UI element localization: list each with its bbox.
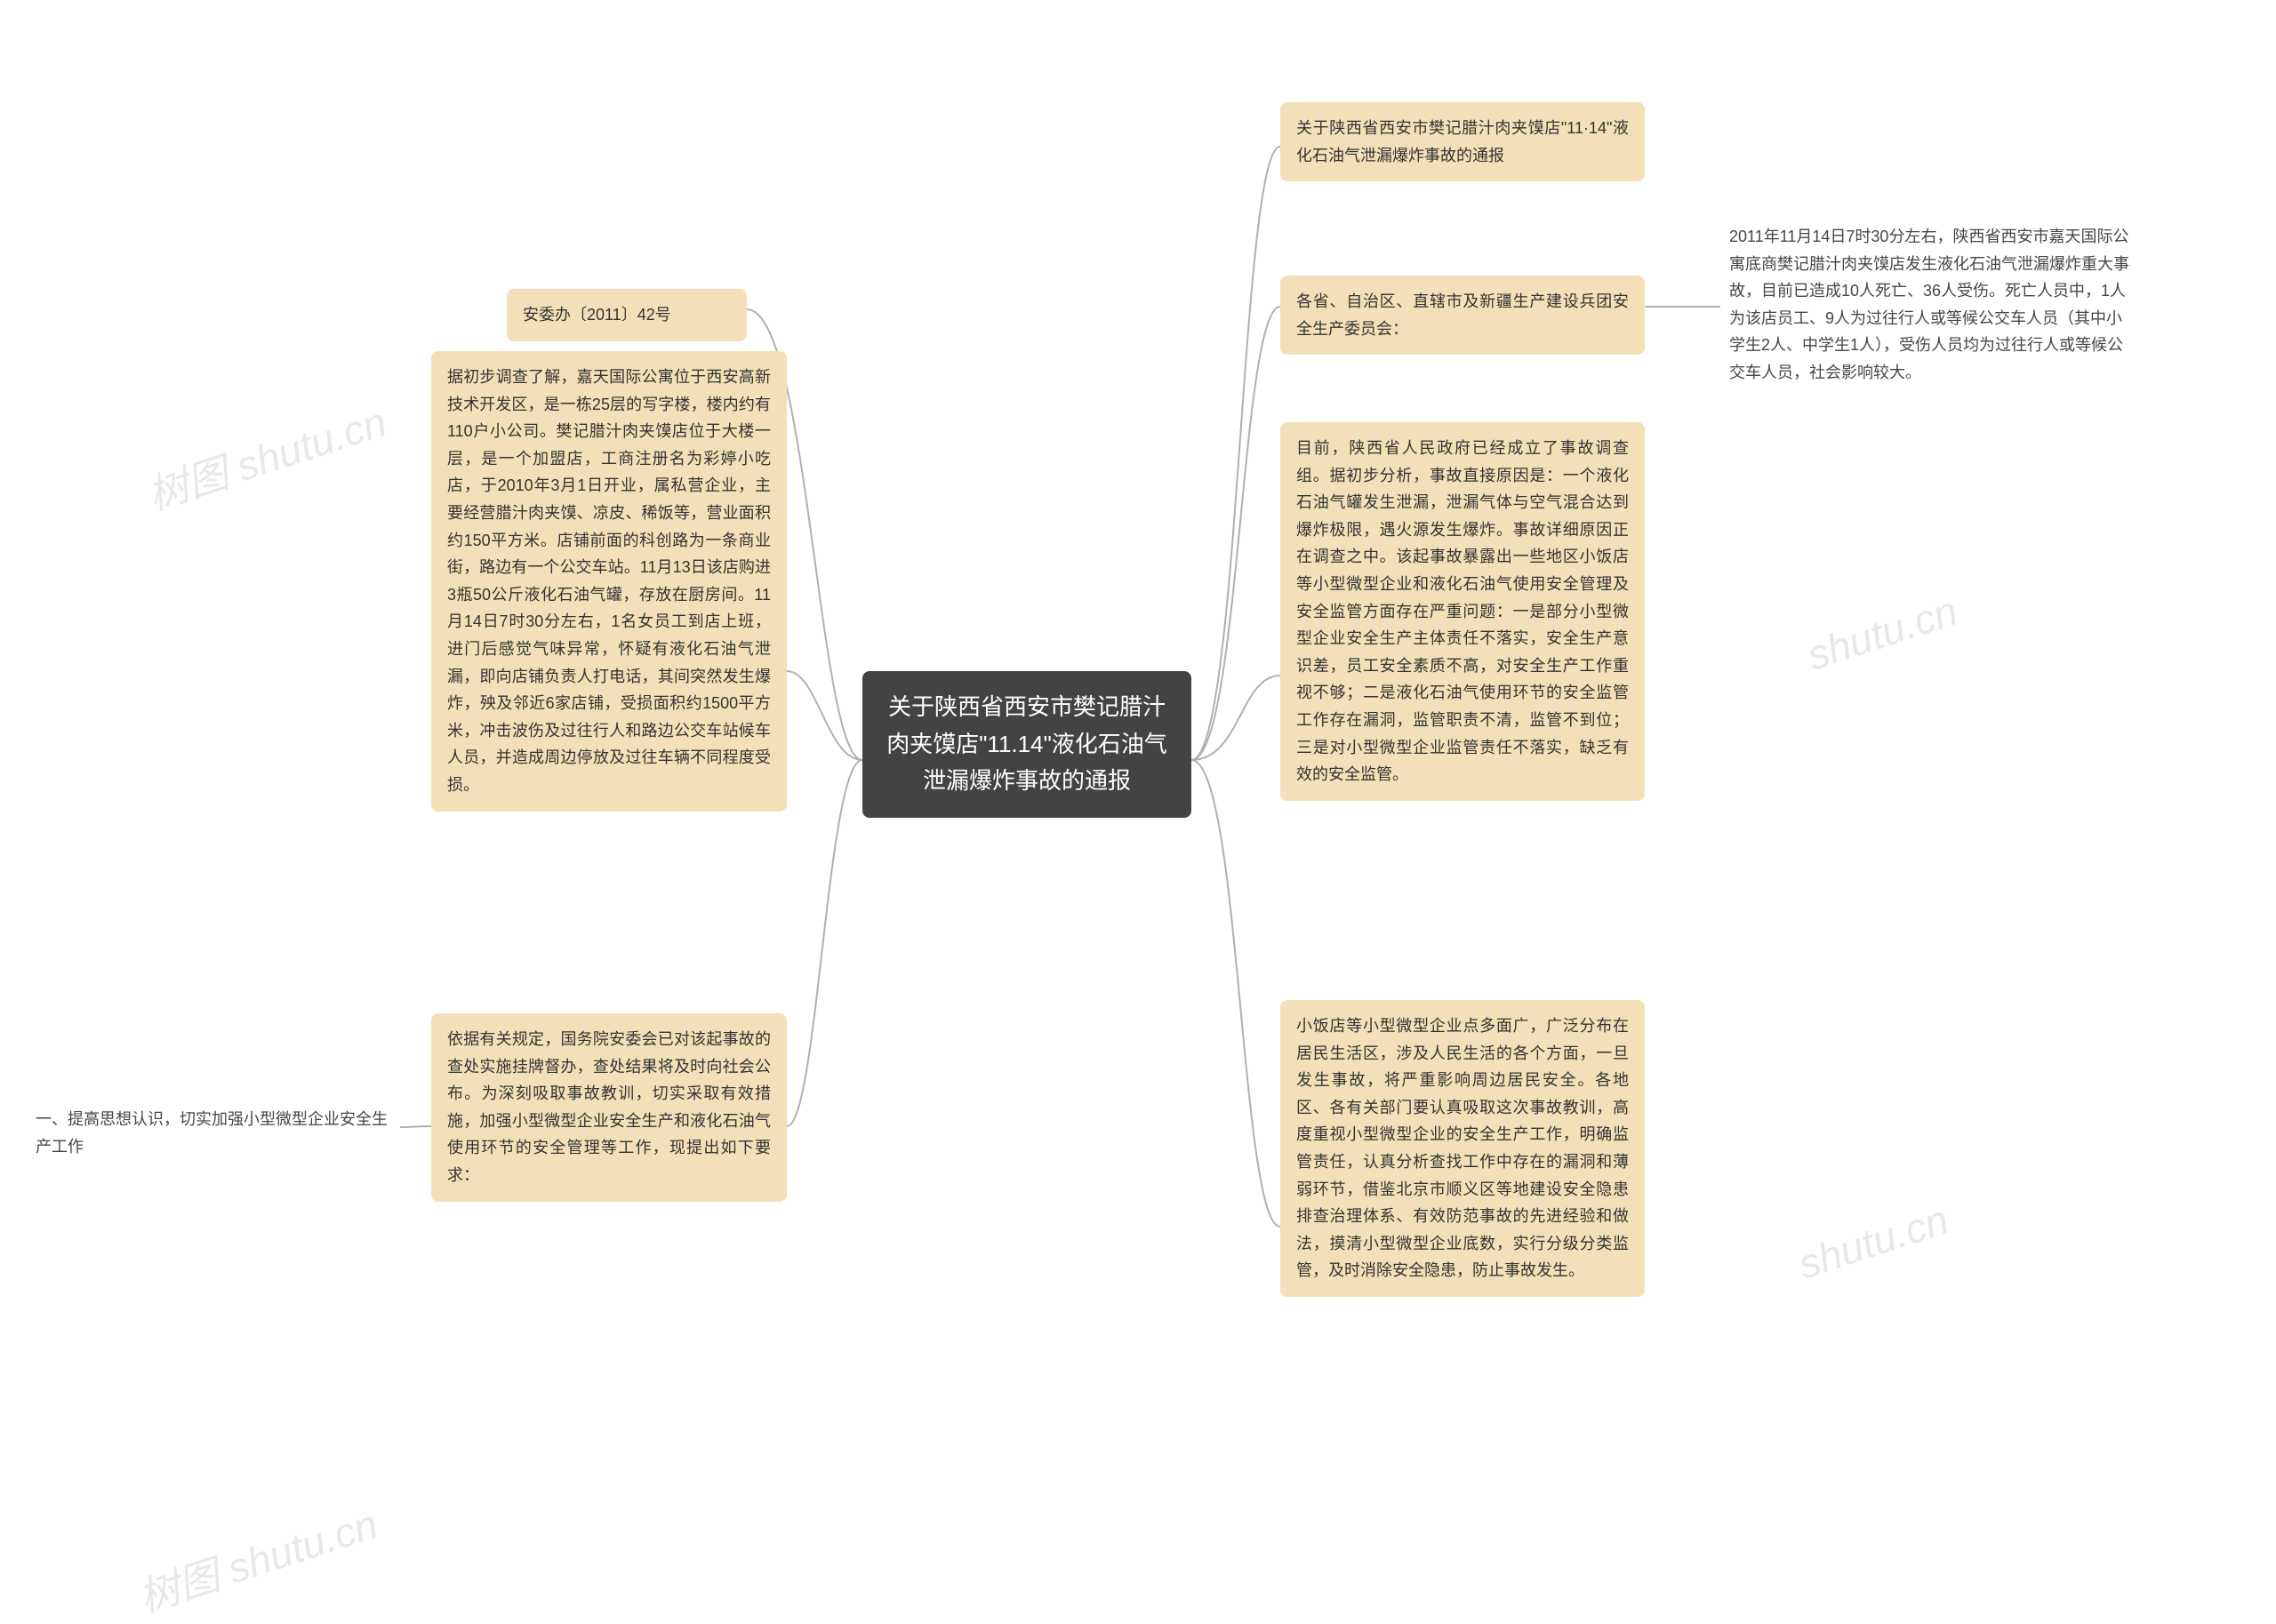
node-text: 依据有关规定，国务院安委会已对该起事故的查处实施挂牌督办，查处结果将及时向社会公… <box>447 1030 771 1184</box>
node-text: 安委办〔2011〕42号 <box>523 306 671 324</box>
node-text: 各省、自治区、直辖市及新疆生产建设兵团安全生产委员会： <box>1296 292 1629 338</box>
mindmap-node-r1[interactable]: 关于陕西省西安市樊记腊汁肉夹馍店"11·14"液化石油气泄漏爆炸事故的通报 <box>1280 102 1645 181</box>
node-text: 一、提高思想认识，切实加强小型微型企业安全生产工作 <box>36 1110 388 1156</box>
mindmap-node-r2a[interactable]: 2011年11月14日7时30分左右，陕西省西安市嘉天国际公寓底商樊记腊汁肉夹馍… <box>1720 218 2143 392</box>
node-text: 关于陕西省西安市樊记腊汁肉夹馍店"11·14"液化石油气泄漏爆炸事故的通报 <box>1296 119 1629 164</box>
center-title: 关于陕西省西安市樊记腊汁肉夹馍店"11.14"液化石油气泄漏爆炸事故的通报 <box>886 693 1167 794</box>
mindmap-node-r3[interactable]: 目前，陕西省人民政府已经成立了事故调查组。据初步分析，事故直接原因是：一个液化石… <box>1280 422 1645 801</box>
mindmap-node-r2[interactable]: 各省、自治区、直辖市及新疆生产建设兵团安全生产委员会： <box>1280 276 1645 355</box>
mindmap-node-l2[interactable]: 据初步调查了解，嘉天国际公寓位于西安高新技术开发区，是一栋25层的写字楼，楼内约… <box>431 351 787 812</box>
mindmap-node-l3[interactable]: 依据有关规定，国务院安委会已对该起事故的查处实施挂牌督办，查处结果将及时向社会公… <box>431 1013 787 1202</box>
watermark: 树图 shutu.cn <box>131 1492 384 1624</box>
mindmap-node-l3a[interactable]: 一、提高思想认识，切实加强小型微型企业安全生产工作 <box>27 1100 400 1165</box>
mindmap-node-r4[interactable]: 小饭店等小型微型企业点多面广，广泛分布在居民生活区，涉及人民生活的各个方面，一旦… <box>1280 1000 1645 1297</box>
mindmap-center-node[interactable]: 关于陕西省西安市樊记腊汁肉夹馍店"11.14"液化石油气泄漏爆炸事故的通报 <box>862 671 1191 818</box>
node-text: 据初步调查了解，嘉天国际公寓位于西安高新技术开发区，是一栋25层的写字楼，楼内约… <box>447 368 771 794</box>
watermark: shutu.cn <box>1801 586 1963 679</box>
node-text: 小饭店等小型微型企业点多面广，广泛分布在居民生活区，涉及人民生活的各个方面，一旦… <box>1296 1017 1629 1279</box>
mindmap-node-l1[interactable]: 安委办〔2011〕42号 <box>507 289 747 341</box>
node-text: 目前，陕西省人民政府已经成立了事故调查组。据初步分析，事故直接原因是：一个液化石… <box>1296 439 1629 783</box>
watermark: shutu.cn <box>1792 1195 1954 1288</box>
node-text: 2011年11月14日7时30分左右，陕西省西安市嘉天国际公寓底商樊记腊汁肉夹馍… <box>1729 228 2129 381</box>
watermark: 树图 shutu.cn <box>140 390 393 523</box>
